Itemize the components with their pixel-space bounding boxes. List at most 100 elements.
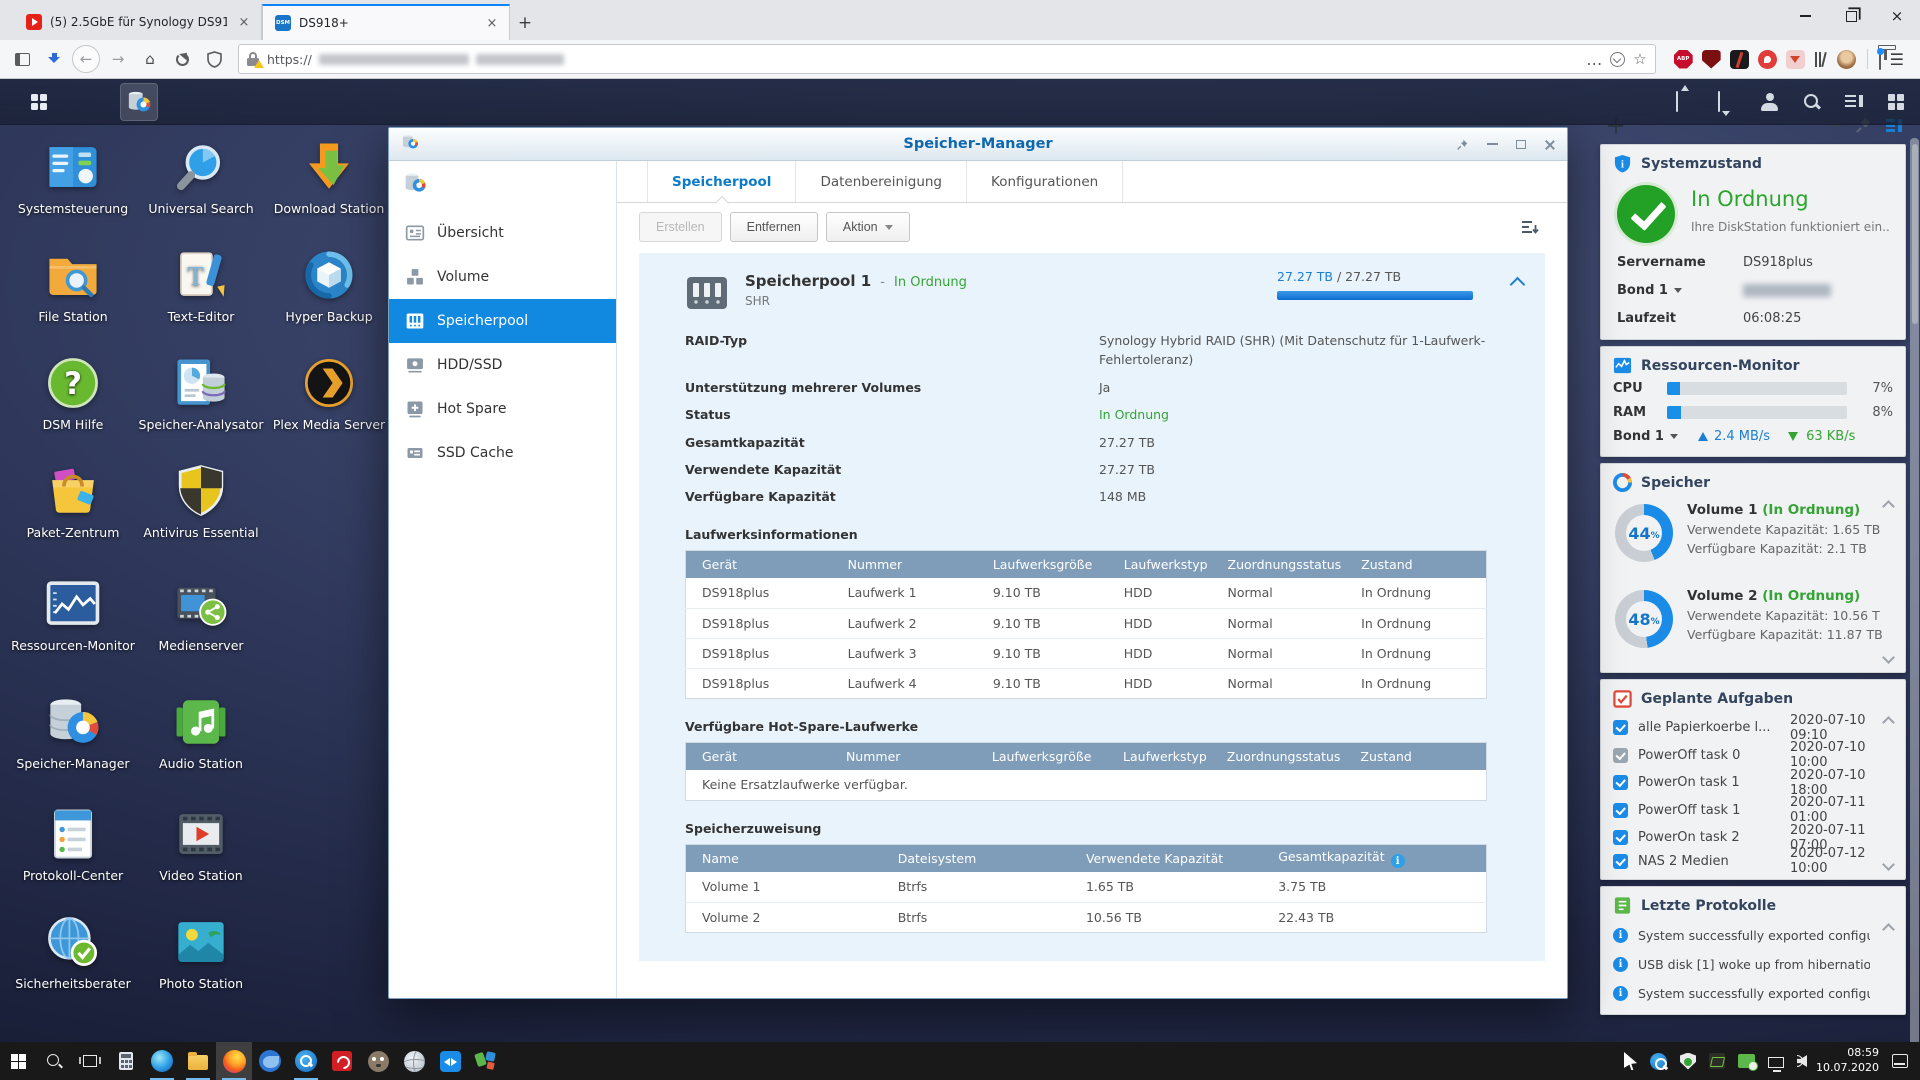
search-icon[interactable]	[1802, 92, 1822, 112]
task-item[interactable]: PowerOn task 1 2020-07-10 18:00	[1601, 768, 1905, 798]
url-bar[interactable]: https:// … ☆	[238, 44, 1656, 74]
external-device-icon[interactable]	[1676, 91, 1696, 112]
network-icon[interactable]	[1768, 1056, 1785, 1072]
task-item[interactable]: NAS 2 Medien 2020-07-12 10:00	[1601, 846, 1905, 880]
tracking-shield-icon[interactable]	[200, 45, 228, 73]
restore-button[interactable]	[1828, 0, 1874, 32]
task-item[interactable]: PowerOn task 2 2020-07-11 07:00	[1601, 823, 1905, 853]
file-explorer-icon[interactable]	[180, 1042, 216, 1080]
extension-dark-icon[interactable]	[1729, 49, 1749, 69]
pin-icon[interactable]	[1456, 138, 1469, 151]
task-item[interactable]: alle Papierkoerbe l... 2020-07-10 09:10	[1601, 713, 1905, 743]
firefox-icon[interactable]	[216, 1042, 252, 1080]
tab-konfigurationen[interactable]: Konfigurationen	[967, 161, 1124, 202]
drive-app-icon[interactable]	[468, 1042, 504, 1080]
desktop-icon-plex[interactable]: Plex Media Server	[266, 354, 392, 433]
info-icon[interactable]: i	[1390, 854, 1405, 869]
sidebar-item-speicherpool[interactable]: Speicherpool	[389, 299, 616, 343]
page-actions-icon[interactable]: …	[1586, 49, 1603, 69]
pocket-icon[interactable]	[1610, 51, 1626, 67]
table-row[interactable]: DS918plus Laufwerk 1 9.10 TB HDD Normal In Or…	[685, 578, 1487, 609]
close-button[interactable]: ×	[1890, 7, 1904, 25]
table-row[interactable]: DS918plus Laufwerk 3 9.10 TB HDD Normal In Or…	[685, 638, 1487, 669]
forward-icon[interactable]: →	[111, 50, 125, 68]
window-titlebar[interactable]: Speicher-Manager	[389, 128, 1567, 161]
browser-tab-youtube[interactable]: (5) 2.5GbE für Synology DS918 ×	[14, 4, 262, 40]
desktop-icon-dsm-hilfe[interactable]: ? DSM Hilfe	[10, 354, 136, 433]
desktop-icon-audio-station[interactable]: Audio Station	[138, 693, 264, 772]
user-options-icon[interactable]	[1760, 92, 1780, 112]
desktop-icon-antivirus[interactable]: Antivirus Essential	[138, 462, 264, 541]
tray-tv-app-icon[interactable]	[1738, 1054, 1759, 1071]
sidebar-item-uebersicht[interactable]: Übersicht	[389, 211, 616, 255]
downloads-icon[interactable]	[40, 45, 68, 73]
taskbar-search-icon[interactable]	[36, 1042, 72, 1080]
table-row[interactable]: DS918plus Laufwerk 4 9.10 TB HDD Normal In Or…	[702, 675, 1432, 691]
widget-minimize-icon[interactable]	[1829, 123, 1841, 127]
main-menu-button[interactable]	[16, 85, 62, 119]
desktop-icon-speicher-manager[interactable]: Speicher-Manager	[10, 693, 136, 772]
defender-icon[interactable]	[1680, 1052, 1697, 1070]
desktop-icon-video-station[interactable]: Video Station	[138, 805, 264, 884]
widgets-toggle-icon[interactable]	[1844, 92, 1864, 112]
back-icon[interactable]: ←	[72, 45, 100, 73]
google-earth-icon[interactable]	[396, 1042, 432, 1080]
taskbar-clock[interactable]: 08:59 10.07.2020	[1816, 1046, 1879, 1074]
bond-dropdown[interactable]: Bond 1	[1617, 283, 1743, 298]
remove-button[interactable]: Entfernen	[729, 212, 818, 242]
collapse-chevron-icon[interactable]	[1509, 276, 1526, 293]
desktop-icon-medienserver[interactable]: Medienserver	[138, 575, 264, 654]
window-maximize-icon[interactable]	[1516, 139, 1526, 149]
desktop-icon-photo-station[interactable]: Photo Station	[138, 913, 264, 992]
sidebar-toggle-icon[interactable]	[8, 45, 36, 73]
sidebar-item-volume[interactable]: Volume	[389, 255, 616, 299]
extension-red-icon[interactable]	[1757, 49, 1777, 69]
window-close-icon[interactable]	[1544, 139, 1555, 150]
tab-datenbereinigung[interactable]: Datenbereinigung	[796, 161, 968, 202]
desktop-icon-protokoll-center[interactable]: Protokoll-Center	[10, 805, 136, 884]
adblock-plus-icon[interactable]: ABP	[1673, 49, 1693, 69]
task-view-icon[interactable]	[72, 1042, 108, 1080]
extension-pink-icon[interactable]	[1785, 49, 1805, 69]
action-button[interactable]: Aktion	[825, 212, 910, 242]
action-center-icon[interactable]	[1892, 1054, 1908, 1068]
desktop-icon-ressourcen-monitor[interactable]: Ressourcen-Monitor	[10, 575, 136, 654]
sidebar-item-hdd-ssd[interactable]: HDD/SSD	[389, 343, 616, 387]
tab-speicherpool[interactable]: Speicherpool	[647, 161, 797, 202]
minimize-button[interactable]	[1782, 0, 1828, 32]
bond-dropdown[interactable]: Bond 1	[1613, 429, 1678, 444]
table-row[interactable]: Volume 1 Btrfs 1.65 TB 3.75 TB	[685, 872, 1487, 903]
desktop-icon-text-editor[interactable]: T Text-Editor	[138, 246, 264, 325]
reload-icon[interactable]	[168, 45, 196, 73]
home-icon[interactable]: ⌂	[145, 50, 155, 68]
desktop-icon-hyper-backup[interactable]: Hyper Backup	[266, 246, 392, 325]
create-button[interactable]: Erstellen	[639, 212, 722, 242]
table-row[interactable]: DS918plus Laufwerk 2 9.10 TB HDD Normal In Or…	[685, 608, 1487, 639]
account-avatar[interactable]	[1836, 49, 1856, 69]
table-row[interactable]: Volume 2 Btrfs 10.56 TB 22.43 TB	[702, 909, 1335, 925]
tray-green-app-icon[interactable]	[1709, 1053, 1726, 1069]
desktop-icon-paket-zentrum[interactable]: Paket-Zentrum	[10, 462, 136, 541]
sidebar-item-ssd-cache[interactable]: SSD Cache	[389, 431, 616, 475]
widget-scrollbar[interactable]	[1910, 138, 1919, 1068]
ublock-icon[interactable]	[1701, 49, 1721, 69]
whats-new-icon[interactable]	[1876, 47, 1884, 70]
task-item[interactable]: PowerOff task 0 2020-07-10 10:00	[1601, 740, 1905, 770]
collapse-all-icon[interactable]	[1515, 212, 1545, 242]
start-button[interactable]	[0, 1042, 36, 1080]
desktop-icon-file-station[interactable]: File Station	[10, 246, 136, 325]
desktop-icon-sicherheitsberater[interactable]: Sicherheitsberater	[10, 913, 136, 992]
desktop-icon-universal-search[interactable]: Universal Search	[138, 138, 264, 217]
window-minimize-icon[interactable]	[1487, 143, 1498, 145]
log-item[interactable]: i USB disk [1] woke up from hibernation.	[1601, 950, 1905, 979]
synology-assistant-icon[interactable]	[288, 1042, 324, 1080]
task-item[interactable]: PowerOff task 1 2020-07-11 01:00	[1601, 795, 1905, 825]
gimp-icon[interactable]	[360, 1042, 396, 1080]
teamviewer-icon[interactable]	[432, 1042, 468, 1080]
desktop-icon-systemsteuerung[interactable]: Systemsteuerung	[10, 138, 136, 217]
add-widget-icon[interactable]	[1608, 117, 1623, 133]
notifications-icon[interactable]	[1718, 91, 1738, 112]
browser-tab-dsm[interactable]: DSM DS918+ ×	[262, 4, 510, 40]
